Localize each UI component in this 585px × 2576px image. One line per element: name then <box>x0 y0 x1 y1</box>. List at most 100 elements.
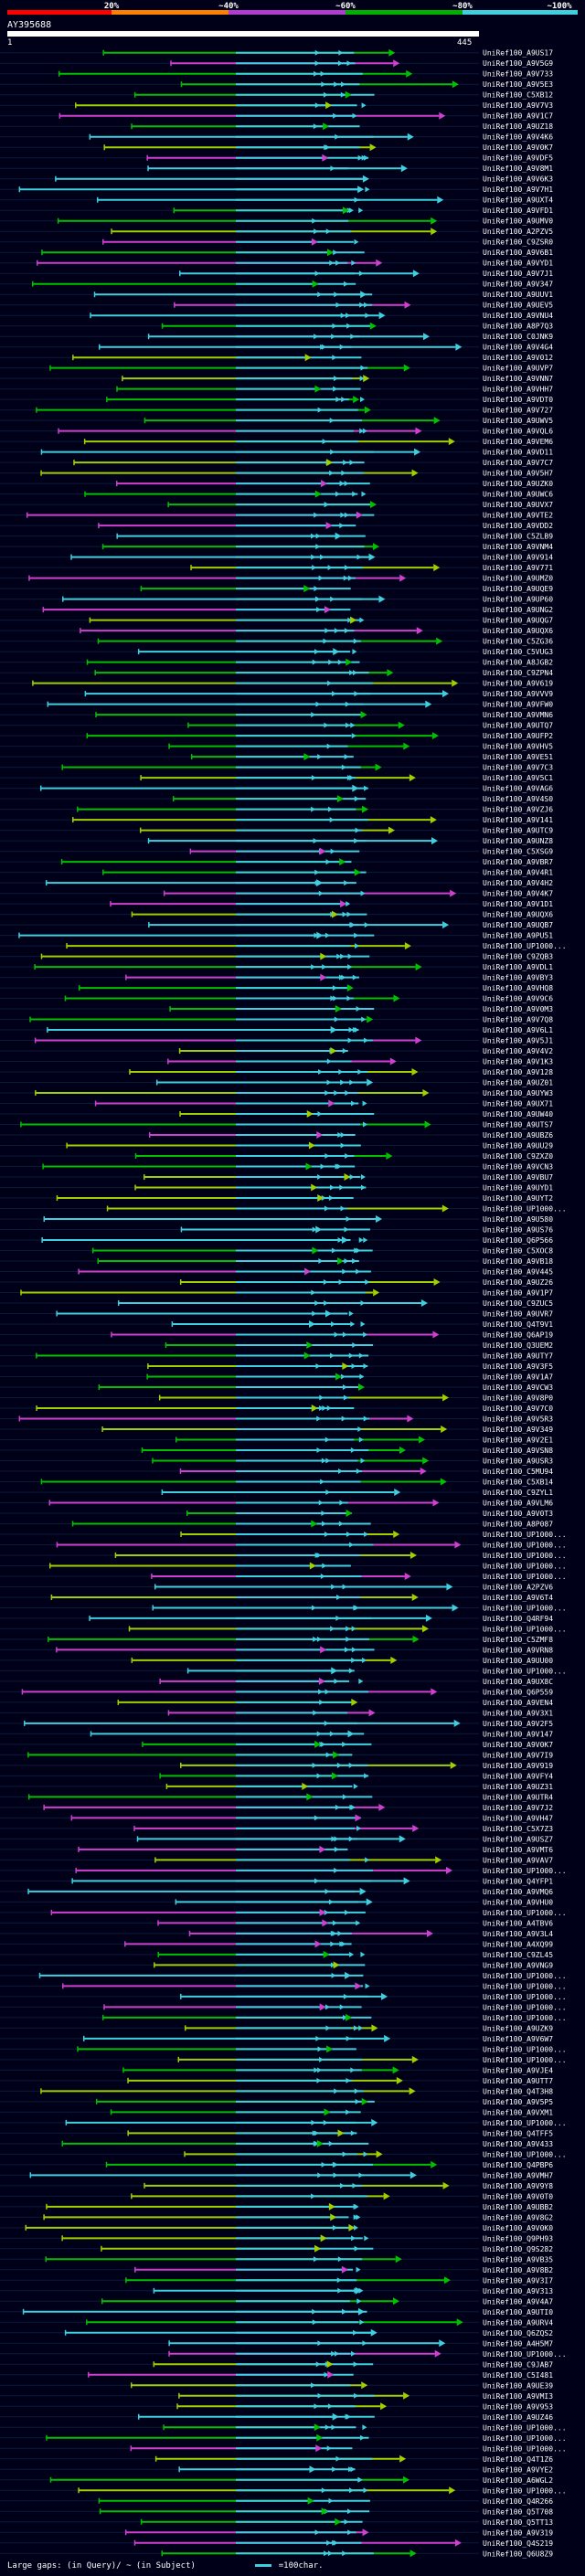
hit-label[interactable]: UniRef100_A9VMT6 <box>483 1846 553 1854</box>
hit-label[interactable]: UniRef100_A9VXM1 <box>483 2108 553 2116</box>
hit-label[interactable]: UniRef100_A9V5J1 <box>483 1037 553 1045</box>
hit-label[interactable]: UniRef100_C5VUG3 <box>483 648 553 656</box>
hit-label[interactable]: UniRef100_A9UMV0 <box>483 217 553 226</box>
hit-label[interactable]: UniRef100_A9V6T4 <box>483 1594 553 1602</box>
hit-label[interactable]: UniRef100_A9UZ46 <box>483 2413 553 2422</box>
hit-label[interactable]: UniRef100_Q6ZQS2 <box>483 2329 553 2337</box>
hit-label[interactable]: UniRef100_UP1000... <box>483 2423 567 2432</box>
hit-label[interactable]: UniRef100_A9V7J1 <box>483 270 553 278</box>
hit-label[interactable]: UniRef100_A9VD11 <box>483 449 553 457</box>
hit-label[interactable]: UniRef100_A9V2F5 <box>483 1720 553 1728</box>
hit-label[interactable]: UniRef100_A9V2E1 <box>483 1436 553 1444</box>
hit-label[interactable]: UniRef100_A9UP60 <box>483 596 553 604</box>
hit-label[interactable]: UniRef100_C5XOC8 <box>483 1247 553 1256</box>
hit-label[interactable]: UniRef100_UP1000... <box>483 1667 567 1675</box>
hit-label[interactable]: UniRef100_C9ZUC5 <box>483 1299 553 1308</box>
hit-label[interactable]: UniRef100_Q9PH93 <box>483 2234 553 2242</box>
hit-label[interactable]: UniRef100_UP1000... <box>483 2350 567 2359</box>
hit-label[interactable]: UniRef100_A9VMN6 <box>483 711 553 719</box>
hit-label[interactable]: UniRef100_A9VAV7 <box>483 1856 553 1864</box>
hit-label[interactable]: UniRef100_A9VTE2 <box>483 512 553 520</box>
hit-label[interactable]: UniRef100_A9VLM6 <box>483 1499 553 1507</box>
hit-label[interactable]: UniRef100_A9V9Y8 <box>483 2182 553 2190</box>
hit-label[interactable]: UniRef100_A9VBR7 <box>483 858 553 866</box>
hit-label[interactable]: UniRef100_A9VQL6 <box>483 428 553 436</box>
hit-label[interactable]: UniRef100_A9UFP2 <box>483 732 553 740</box>
hit-label[interactable]: UniRef100_C5ZLB9 <box>483 533 553 541</box>
hit-label[interactable]: UniRef100_A9US17 <box>483 49 553 58</box>
hit-label[interactable]: UniRef100_A9V4V2 <box>483 1047 553 1055</box>
hit-label[interactable]: UniRef100_UP1000... <box>483 2056 567 2064</box>
hit-label[interactable]: UniRef100_A9UVP7 <box>483 365 553 373</box>
hit-label[interactable]: UniRef100_A9V433 <box>483 2140 553 2148</box>
hit-label[interactable]: UniRef100_A9V733 <box>483 70 553 79</box>
hit-label[interactable]: UniRef100_A9V4K6 <box>483 133 553 142</box>
hit-label[interactable]: UniRef100_Q4YFP1 <box>483 1877 553 1885</box>
hit-label[interactable]: UniRef100_A9V349 <box>483 1426 553 1434</box>
hit-label[interactable]: UniRef100_UP1000... <box>483 1982 567 1990</box>
hit-label[interactable]: UniRef100_A9VDD2 <box>483 522 553 530</box>
hit-label[interactable]: UniRef100_A9VDL1 <box>483 963 553 971</box>
hit-label[interactable]: UniRef100_A9VBY3 <box>483 974 553 982</box>
hit-label[interactable]: UniRef100_C9ZXZ0 <box>483 1152 553 1161</box>
hit-label[interactable]: UniRef100_Q4T9V1 <box>483 1320 553 1329</box>
hit-label[interactable]: UniRef100_C5MU94 <box>483 1468 553 1476</box>
hit-label[interactable]: UniRef100_UP1000... <box>483 2003 567 2011</box>
hit-label[interactable]: UniRef100_A9VCW3 <box>483 1383 553 1392</box>
hit-label[interactable]: UniRef100_A9V012 <box>483 354 553 362</box>
hit-label[interactable]: UniRef100_Q6P559 <box>483 1688 553 1696</box>
hit-label[interactable]: UniRef100_A9VFY4 <box>483 1772 553 1780</box>
hit-label[interactable]: UniRef100_Q4PBP6 <box>483 2161 553 2169</box>
hit-label[interactable]: UniRef100_A9UYT2 <box>483 1194 553 1203</box>
hit-label[interactable]: UniRef100_A9V4K7 <box>483 890 553 898</box>
hit-label[interactable]: UniRef100_A9UW40 <box>483 1110 553 1118</box>
hit-label[interactable]: UniRef100_A9UTQ7 <box>483 722 553 730</box>
hit-label[interactable]: UniRef100_A9PU51 <box>483 932 553 940</box>
hit-label[interactable]: UniRef100_A9UNZ8 <box>483 837 553 845</box>
hit-label[interactable]: UniRef100_UP1000... <box>483 1562 567 1570</box>
hit-label[interactable]: UniRef100_A9V7C0 <box>483 1405 553 1413</box>
hit-label[interactable]: UniRef100_A9UMZ0 <box>483 575 553 583</box>
hit-label[interactable]: UniRef100_A9VNG9 <box>483 1961 553 1969</box>
hit-label[interactable]: UniRef100_A9UX71 <box>483 1100 553 1108</box>
hit-label[interactable]: UniRef100_A9UNG2 <box>483 606 553 614</box>
hit-label[interactable]: UniRef100_A9VEM6 <box>483 438 553 446</box>
hit-label[interactable]: UniRef100_Q4S219 <box>483 2539 553 2548</box>
hit-label[interactable]: UniRef100_A4H5M7 <box>483 2339 553 2348</box>
hit-label[interactable]: UniRef100_A9V1C7 <box>483 112 553 121</box>
hit-label[interactable]: UniRef100_A9V5R3 <box>483 1415 553 1423</box>
hit-label[interactable]: UniRef100_UP1000... <box>483 2119 567 2127</box>
hit-label[interactable]: UniRef100_A9UU29 <box>483 1142 553 1150</box>
hit-label[interactable]: UniRef100_A9V919 <box>483 1762 553 1770</box>
hit-label[interactable]: UniRef100_A8P7Q3 <box>483 323 553 331</box>
hit-label[interactable]: UniRef100_A9VDT0 <box>483 396 553 404</box>
hit-label[interactable]: UniRef100_A9V727 <box>483 407 553 415</box>
hit-label[interactable]: UniRef100_UP1000... <box>483 1972 567 1980</box>
hit-label[interactable]: UniRef100_A9V4R1 <box>483 869 553 877</box>
hit-label[interactable]: UniRef100_A9V5P5 <box>483 2098 553 2106</box>
hit-label[interactable]: UniRef100_A9V4S0 <box>483 795 553 803</box>
hit-label[interactable]: UniRef100_A9UQX6 <box>483 911 553 919</box>
hit-label[interactable]: UniRef100_A9UEV5 <box>483 302 553 310</box>
hit-label[interactable]: UniRef100_A9VZJ6 <box>483 806 553 814</box>
hit-label[interactable]: UniRef100_Q9S282 <box>483 2245 553 2253</box>
hit-label[interactable]: UniRef100_A9V7J2 <box>483 1804 553 1812</box>
hit-label[interactable]: UniRef100_A9VEN4 <box>483 1699 553 1707</box>
hit-label[interactable]: UniRef100_A9VNU4 <box>483 312 553 320</box>
hit-label[interactable]: UniRef100_C5XB14 <box>483 1478 553 1486</box>
hit-label[interactable]: UniRef100_A9V128 <box>483 1068 553 1076</box>
hit-label[interactable]: UniRef100_A9V771 <box>483 564 553 572</box>
hit-label[interactable]: UniRef100_A9V319 <box>483 2528 553 2537</box>
hit-label[interactable]: UniRef100_Q4TFF5 <box>483 2129 553 2137</box>
hit-label[interactable]: UniRef100_UP1000... <box>483 1909 567 1917</box>
hit-label[interactable]: UniRef100_A9UZ31 <box>483 1783 553 1791</box>
hit-label[interactable]: UniRef100_UP1000... <box>483 1625 567 1633</box>
hit-label[interactable]: UniRef100_A9UVR7 <box>483 1309 553 1318</box>
hit-label[interactable]: UniRef100_A9V1K3 <box>483 1058 553 1066</box>
hit-label[interactable]: UniRef100_A9VYE2 <box>483 2465 553 2474</box>
hit-label[interactable]: UniRef100_A9UZK0 <box>483 480 553 488</box>
hit-label[interactable]: UniRef100_A9UBB2 <box>483 2203 553 2211</box>
hit-label[interactable]: UniRef100_A9UWV5 <box>483 417 553 425</box>
hit-label[interactable]: UniRef100_A9UQG7 <box>483 617 553 625</box>
hit-label[interactable]: UniRef100_A9V7I9 <box>483 1751 553 1759</box>
